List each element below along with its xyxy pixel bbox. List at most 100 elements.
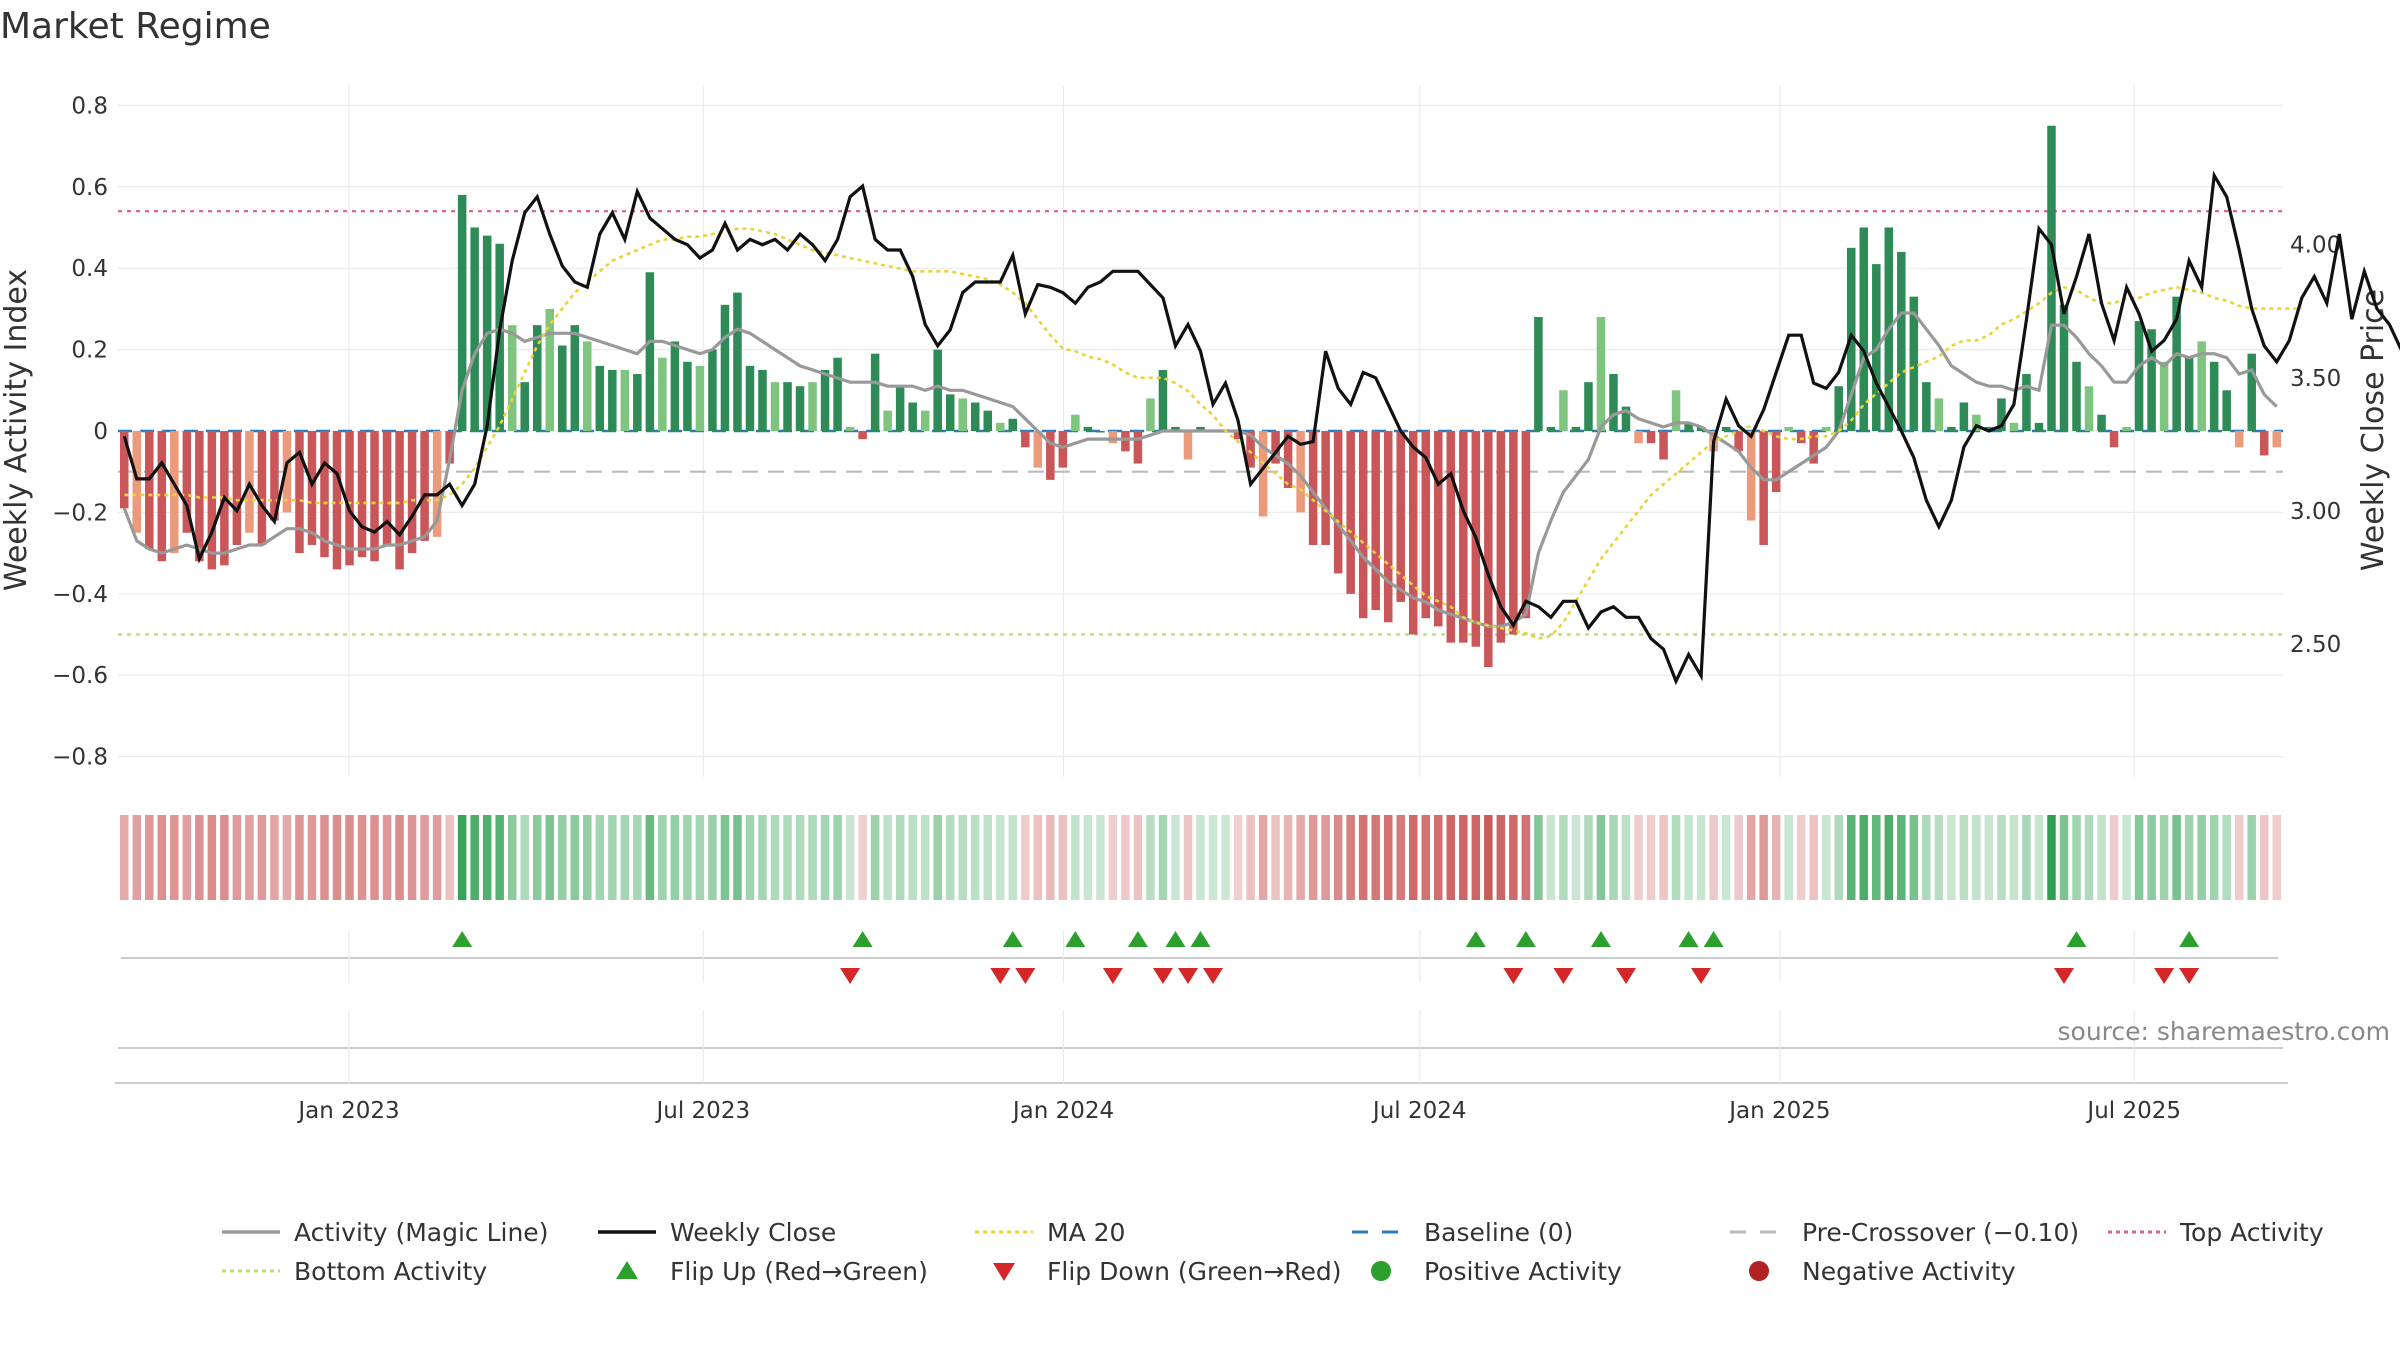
activity-bar [1333,431,1343,574]
regime-cell [182,815,192,900]
regime-cell [157,815,167,900]
left-axis-label: Weekly Activity Index [0,269,34,591]
activity-bar [808,382,817,431]
legend-label: Positive Activity [1424,1257,1622,1286]
flip-up-marker [1065,931,1086,947]
legend-label: MA 20 [1047,1218,1125,1247]
activity-bar [1346,431,1355,594]
flip-up-marker [1002,931,1023,947]
activity-bar [1959,402,1969,431]
regime-cell [382,815,392,900]
regime-cell [708,815,717,900]
activity-bar [1246,431,1255,468]
activity-bar [845,426,855,431]
regime-cell [2184,815,2194,900]
regime-cell [1008,815,1018,900]
regime-cell [783,815,792,900]
activity-bar [1484,431,1493,668]
left-axis-ticks: 0.8 0.6 0.4 0.2 0 −0.2 −0.4 −0.6 −0.8 [52,93,108,770]
activity-bar [1108,431,1118,444]
activity-bar [1058,431,1068,468]
regime-cell [507,815,517,900]
activity-bar [733,292,742,431]
regime-cell [270,815,279,900]
regime-cell [1821,815,1831,900]
regime-cell [1571,815,1581,900]
activity-bar [445,431,454,464]
flip-up-marker [1190,931,1211,947]
regime-cell [1471,815,1481,900]
activity-bar [1321,431,1330,545]
regime-cell [895,815,905,900]
flip-down-marker [1203,968,1224,984]
activity-bar [2009,422,2019,431]
activity-bar [683,361,692,431]
legend-label: Bottom Activity [294,1257,487,1286]
activity-bar [1233,431,1243,440]
regime-cell [1596,815,1606,900]
legend-item: MA 20 [975,1218,1125,1247]
regime-cell [1521,815,1531,900]
activity-bar [1796,431,1806,444]
regime-cell [2209,815,2219,900]
regime-cell [1321,815,1330,900]
regime-cell [808,815,817,900]
flip-down-marker [1503,968,1524,984]
activity-bar [1621,406,1631,431]
source-text: source: sharemaestro.com [2058,1017,2391,1046]
regime-cell [2109,815,2119,900]
regime-cell [2172,815,2181,900]
activity-bar [420,431,429,541]
activity-bar [1571,426,1581,431]
regime-cell [282,815,292,900]
regime-cell [1534,815,1543,900]
regime-cell [745,815,755,900]
activity-bar [2259,431,2269,456]
activity-bar [1721,426,1731,431]
activity-bar [1071,414,1080,431]
flip-down-marker [1102,968,1123,984]
regime-cell [683,815,692,900]
flip-down-marker [840,968,861,984]
activity-bar [2234,431,2244,448]
activity-bar [1784,426,1793,431]
activity-bar [1183,431,1193,460]
flip-down-marker [2154,968,2175,984]
activity-bar [2097,414,2106,431]
flip-markers [121,931,2278,984]
activity-bar [1258,431,1268,517]
regime-cell [1146,815,1155,900]
regime-cell [1872,815,1881,900]
legend-swatch [1371,1261,1391,1281]
regime-cell [1133,815,1143,900]
activity-bar [1596,317,1606,431]
activity-bar [1383,431,1393,623]
regime-cell [520,815,529,900]
regime-cell [1546,815,1556,900]
regime-cell [858,815,867,900]
activity-bar [1496,431,1506,643]
activity-bar [1984,426,1994,431]
legend-item: Activity (Magic Line) [222,1218,548,1247]
flip-up-marker [2066,931,2087,947]
legend-item: Positive Activity [1371,1257,1622,1286]
legend-label: Top Activity [2179,1218,2324,1247]
activity-bar [2172,296,2181,431]
activity-bar [1534,317,1543,431]
activity-bar [1521,431,1531,619]
activity-bar [1659,431,1668,460]
regime-cell [1283,815,1293,900]
activity-bar [1909,296,1919,431]
right-tick-label: 3.00 [2290,499,2341,525]
left-tick-label: −0.8 [52,745,108,771]
activity-bar [1146,398,1155,431]
activity-bar [1559,390,1568,431]
activity-bar [945,394,955,431]
regime-cell [1759,815,1768,900]
activity-bar [583,341,592,431]
regime-cell [620,815,630,900]
regime-cell [2234,815,2244,900]
legend-label: Weekly Close [670,1218,836,1247]
activity-bar [357,431,367,558]
